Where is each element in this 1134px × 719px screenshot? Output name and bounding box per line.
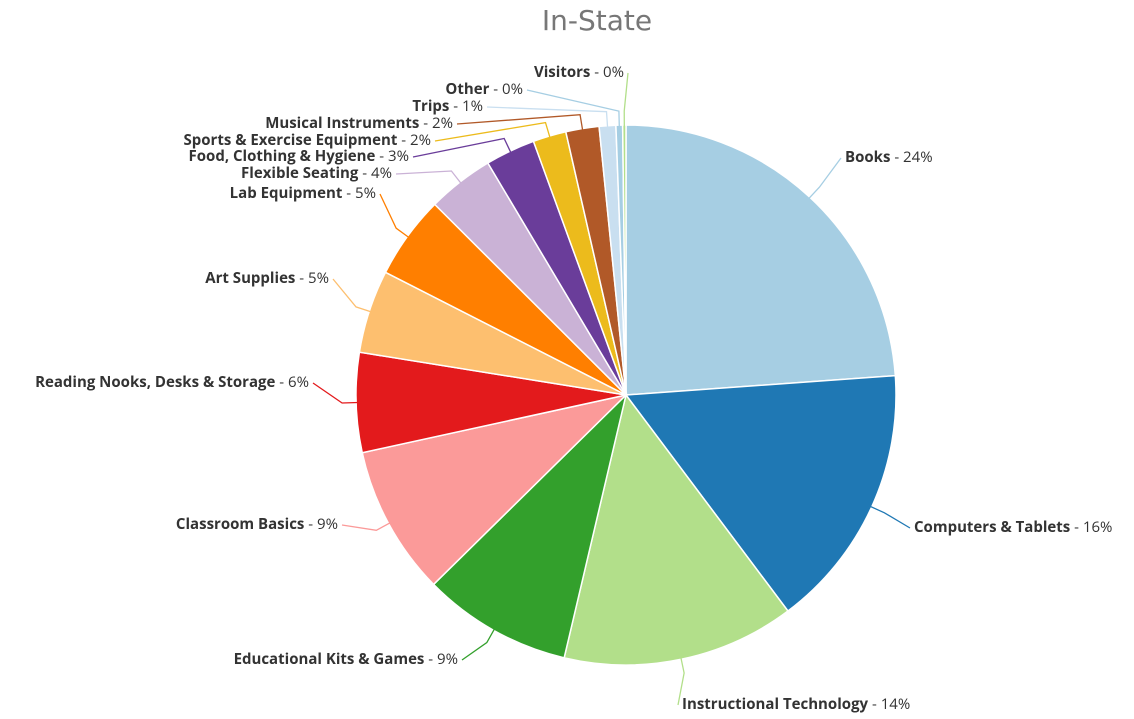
value-label: - 14% (872, 694, 910, 714)
data-label: Visitors - 0% (534, 62, 624, 82)
category-label: Other (445, 79, 489, 99)
leader-line (412, 137, 512, 158)
leader-line (379, 193, 410, 239)
value-label: - 9% (428, 649, 458, 669)
leader-line (312, 382, 359, 404)
category-label: Reading Nooks, Desks & Storage (35, 372, 275, 392)
data-label: Sports & Exercise Equipment - 2% (183, 130, 431, 150)
leader-line (395, 170, 462, 185)
category-label: Classroom Basics (176, 514, 304, 534)
value-label: - 2% (401, 130, 431, 150)
leader-line (461, 628, 496, 661)
data-label: Other - 0% (445, 79, 523, 99)
leader-line (869, 505, 911, 529)
value-label: - 24% (894, 147, 932, 167)
value-label: - 16% (1074, 517, 1112, 537)
value-label: - 4% (362, 163, 392, 183)
category-label: Food, Clothing & Hygiene (189, 146, 376, 166)
leader-line (623, 72, 629, 128)
leader-line (526, 89, 620, 128)
value-label: - 5% (299, 268, 329, 288)
data-label: Food, Clothing & Hygiene - 3% (189, 146, 409, 166)
value-label: - 5% (346, 183, 376, 203)
data-label: Computers & Tablets - 16% (914, 517, 1112, 537)
leader-line (434, 121, 551, 142)
data-label: Educational Kits & Games - 9% (234, 649, 458, 669)
category-label: Art Supplies (205, 268, 295, 288)
data-label: Flexible Seating - 4% (241, 163, 392, 183)
category-label: Lab Equipment (230, 183, 343, 203)
chart-title: In-State (542, 4, 652, 37)
data-label: Instructional Technology - 14% (682, 694, 910, 714)
category-label: Musical Instruments (265, 113, 419, 133)
category-label: Instructional Technology (682, 694, 869, 714)
category-label: Trips (412, 96, 449, 116)
value-label: - 0% (493, 79, 523, 99)
value-label: - 2% (423, 113, 453, 133)
leader-line (341, 522, 391, 531)
value-label: - 3% (379, 146, 409, 166)
data-label: Musical Instruments - 2% (265, 113, 453, 133)
value-label: - 0% (594, 62, 624, 82)
leader-line (677, 657, 685, 706)
leader-line (456, 114, 584, 131)
data-label: Trips - 1% (412, 96, 483, 116)
category-label: Books (845, 147, 890, 167)
leader-line (486, 106, 609, 128)
data-label: Art Supplies - 5% (205, 268, 329, 288)
data-label: Books - 24% (845, 147, 933, 167)
data-label: Reading Nooks, Desks & Storage - 6% (35, 372, 309, 392)
data-label: Lab Equipment - 5% (230, 183, 376, 203)
category-label: Computers & Tablets (914, 517, 1070, 537)
value-label: - 9% (308, 514, 338, 534)
value-label: - 6% (279, 372, 309, 392)
value-label: - 1% (453, 96, 483, 116)
leader-line (332, 278, 372, 313)
data-label: Classroom Basics - 9% (176, 514, 338, 534)
category-label: Sports & Exercise Equipment (183, 130, 397, 150)
category-label: Educational Kits & Games (234, 649, 425, 669)
leader-line (808, 157, 842, 200)
category-label: Flexible Seating (241, 163, 359, 183)
category-label: Visitors (534, 62, 590, 82)
